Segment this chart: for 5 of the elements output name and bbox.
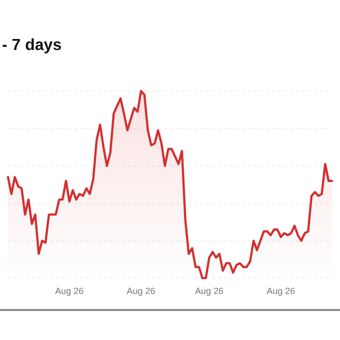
x-tick-label: Aug 26	[55, 286, 84, 296]
x-tick-label: Aug 26	[194, 286, 224, 296]
x-tick-label: Aug 26	[126, 286, 156, 296]
chart-title: - 7 days	[2, 37, 62, 55]
x-tick-label: Aug 26	[266, 286, 296, 296]
